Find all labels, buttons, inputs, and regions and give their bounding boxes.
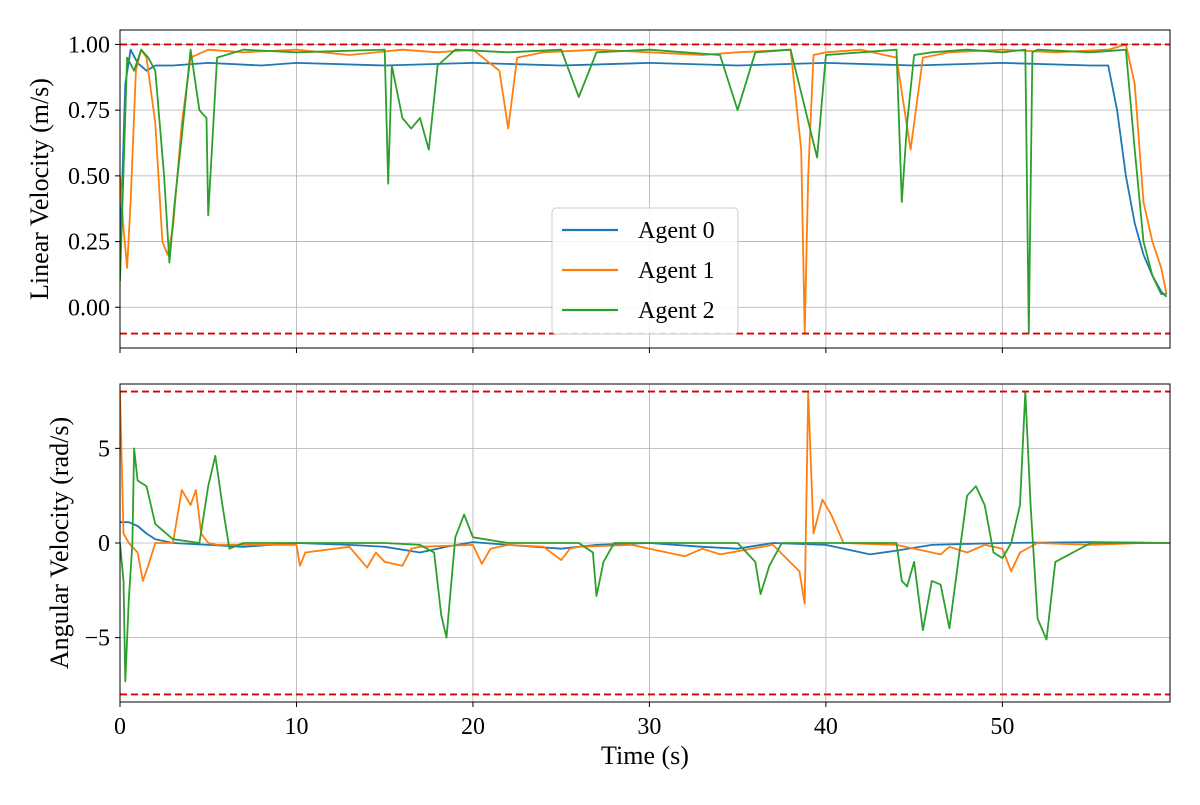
legend: Agent 0 Agent 1 Agent 2 (551, 207, 739, 335)
angular-velocity-panel: 0 10 20 30 40 50 −5 0 5 Angular Velocity (rad/s) T… (45, 383, 1171, 770)
y-tick-label: 0.75 (68, 98, 110, 124)
legend-label-agent-0: Agent 0 (638, 218, 715, 244)
series-line-agent-0 (120, 48, 1168, 298)
linear-velocity-panel: 0.00 0.25 0.50 0.75 1.00 Linear Velocity (m/s… (25, 29, 1171, 353)
y-axis-label: Linear Velocity (m/s) (25, 78, 54, 300)
x-tick-label: 50 (990, 714, 1014, 740)
y-tick-label: 5 (98, 436, 110, 462)
series-line-agent-0 (120, 521, 1170, 556)
x-tick-label: 30 (637, 714, 661, 740)
plot-frame (119, 29, 1171, 349)
y-tick-label: 0 (98, 531, 110, 557)
x-tick-label: 20 (461, 714, 485, 740)
legend-box (551, 207, 739, 335)
y-axis-label: Angular Velocity (rad/s) (45, 417, 74, 669)
x-tick-label: 0 (114, 714, 126, 740)
x-tick-label: 10 (284, 714, 308, 740)
y-tick-label: 0.00 (68, 295, 110, 321)
legend-label-agent-2: Agent 2 (638, 298, 715, 324)
series-line-agent-2 (120, 48, 1167, 335)
series-line-agent-1 (120, 43, 1168, 335)
legend-label-agent-1: Agent 1 (638, 258, 715, 284)
series-line-agent-2 (120, 390, 1170, 683)
x-tick-label: 40 (814, 714, 838, 740)
series-line-agent-1 (120, 390, 1170, 605)
y-tick-label: 0.25 (68, 230, 110, 256)
y-tick-label: 1.00 (68, 32, 110, 58)
y-tick-label: −5 (84, 626, 110, 652)
x-axis-label: Time (s) (601, 741, 689, 770)
y-tick-label: 0.50 (68, 164, 110, 190)
